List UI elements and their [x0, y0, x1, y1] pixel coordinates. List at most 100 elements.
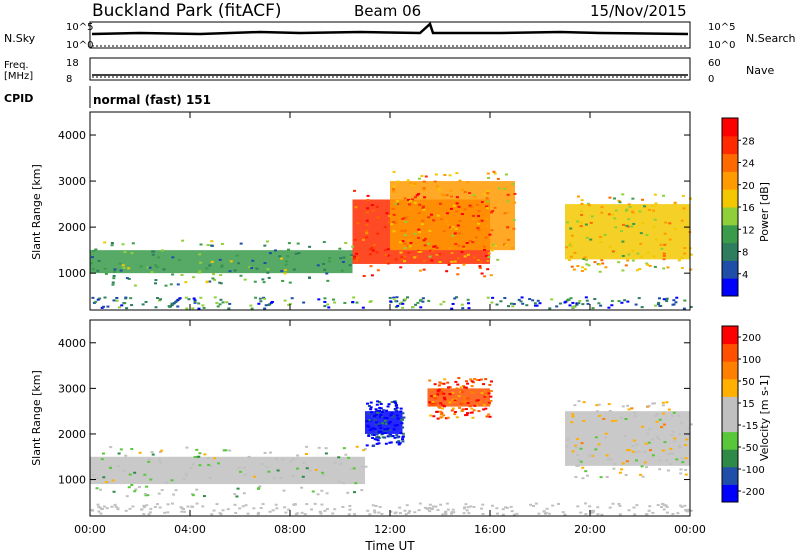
data-cell [619, 416, 623, 419]
data-cell [668, 238, 672, 241]
data-cell [388, 421, 392, 424]
data-cell [422, 239, 426, 242]
data-cell [617, 300, 621, 303]
data-cell [446, 416, 450, 419]
data-cell [591, 307, 595, 310]
data-cell [445, 270, 449, 273]
data-cell [449, 226, 453, 229]
data-cell [287, 508, 291, 511]
data-cell [366, 412, 370, 415]
data-cell [626, 225, 630, 228]
data-cell [407, 203, 411, 206]
colorbar-segment [722, 242, 738, 261]
data-cell [394, 202, 398, 205]
data-cell [374, 421, 378, 424]
data-cell [473, 404, 477, 407]
data-cell [457, 257, 461, 260]
data-cell [179, 506, 183, 509]
station-title: Buckland Park (fitACF) [92, 1, 282, 21]
data-cell [487, 255, 491, 258]
data-cell [377, 436, 381, 439]
data-cell [430, 389, 434, 392]
data-cell [432, 396, 436, 399]
data-cell [406, 244, 410, 247]
data-cell [371, 427, 375, 430]
data-cell [585, 236, 589, 239]
data-band [90, 456, 365, 485]
data-cell [133, 490, 137, 493]
data-cell [253, 280, 257, 283]
y-tick-label: 2000 [58, 428, 86, 441]
data-cell [662, 194, 666, 197]
data-cell [451, 225, 455, 228]
x-tick-label: 20:00 [574, 523, 606, 536]
data-cell [633, 411, 637, 414]
data-cell [308, 469, 312, 472]
data-cell [251, 259, 255, 262]
data-cell [672, 440, 676, 443]
data-cell [197, 271, 201, 274]
data-cell [370, 411, 374, 414]
data-cell [378, 505, 382, 508]
data-cell [689, 268, 693, 271]
data-cell [623, 299, 627, 302]
nave-tick-high: 60 [708, 58, 721, 69]
data-cell [401, 440, 405, 443]
cpid-panel: CPID normal (fast) 151 [4, 86, 211, 108]
data-cell [383, 428, 387, 431]
data-cell [653, 218, 657, 221]
data-cell [576, 220, 580, 223]
data-cell [377, 435, 381, 438]
data-cell [466, 412, 470, 415]
data-cell [586, 302, 590, 305]
data-cell [352, 255, 356, 258]
data-cell [631, 250, 635, 253]
data-cell [208, 264, 212, 267]
data-cell [122, 266, 126, 269]
data-cell [109, 446, 113, 449]
data-cell [213, 457, 217, 460]
data-cell [255, 267, 259, 270]
data-cell [450, 307, 454, 310]
data-cell [454, 380, 458, 383]
data-cell [626, 259, 630, 262]
data-cell [106, 305, 110, 308]
data-cell [160, 449, 164, 452]
data-cell [280, 269, 284, 272]
data-cell [369, 408, 373, 411]
data-cell [320, 503, 324, 506]
data-cell [130, 448, 134, 451]
data-cell [689, 509, 693, 512]
data-cell [438, 260, 442, 263]
data-cell [439, 413, 443, 416]
data-cell [457, 205, 461, 208]
data-cell [411, 198, 415, 201]
data-cell [475, 404, 479, 407]
y-tick-label: 1000 [58, 267, 86, 280]
data-cell [355, 301, 359, 304]
data-cell [113, 503, 117, 506]
data-cell [485, 415, 489, 418]
data-cell [668, 462, 672, 465]
colorbar-tick-label: 28 [742, 136, 755, 147]
data-cell [647, 441, 651, 444]
data-cell [674, 301, 678, 304]
data-cell [645, 432, 649, 435]
data-cell [287, 303, 291, 306]
data-cell [655, 238, 659, 241]
data-cell [458, 219, 462, 222]
data-cell [576, 505, 580, 508]
data-cell [228, 302, 232, 305]
data-cell [376, 269, 380, 272]
data-cell [211, 277, 215, 280]
data-cell [392, 428, 396, 431]
data-cell [455, 210, 459, 213]
data-cell [374, 408, 378, 411]
data-cell [380, 410, 384, 413]
data-cell [645, 466, 649, 469]
data-cell [353, 238, 357, 241]
data-cell [496, 177, 500, 180]
data-cell [450, 512, 454, 515]
data-cell [388, 296, 392, 299]
